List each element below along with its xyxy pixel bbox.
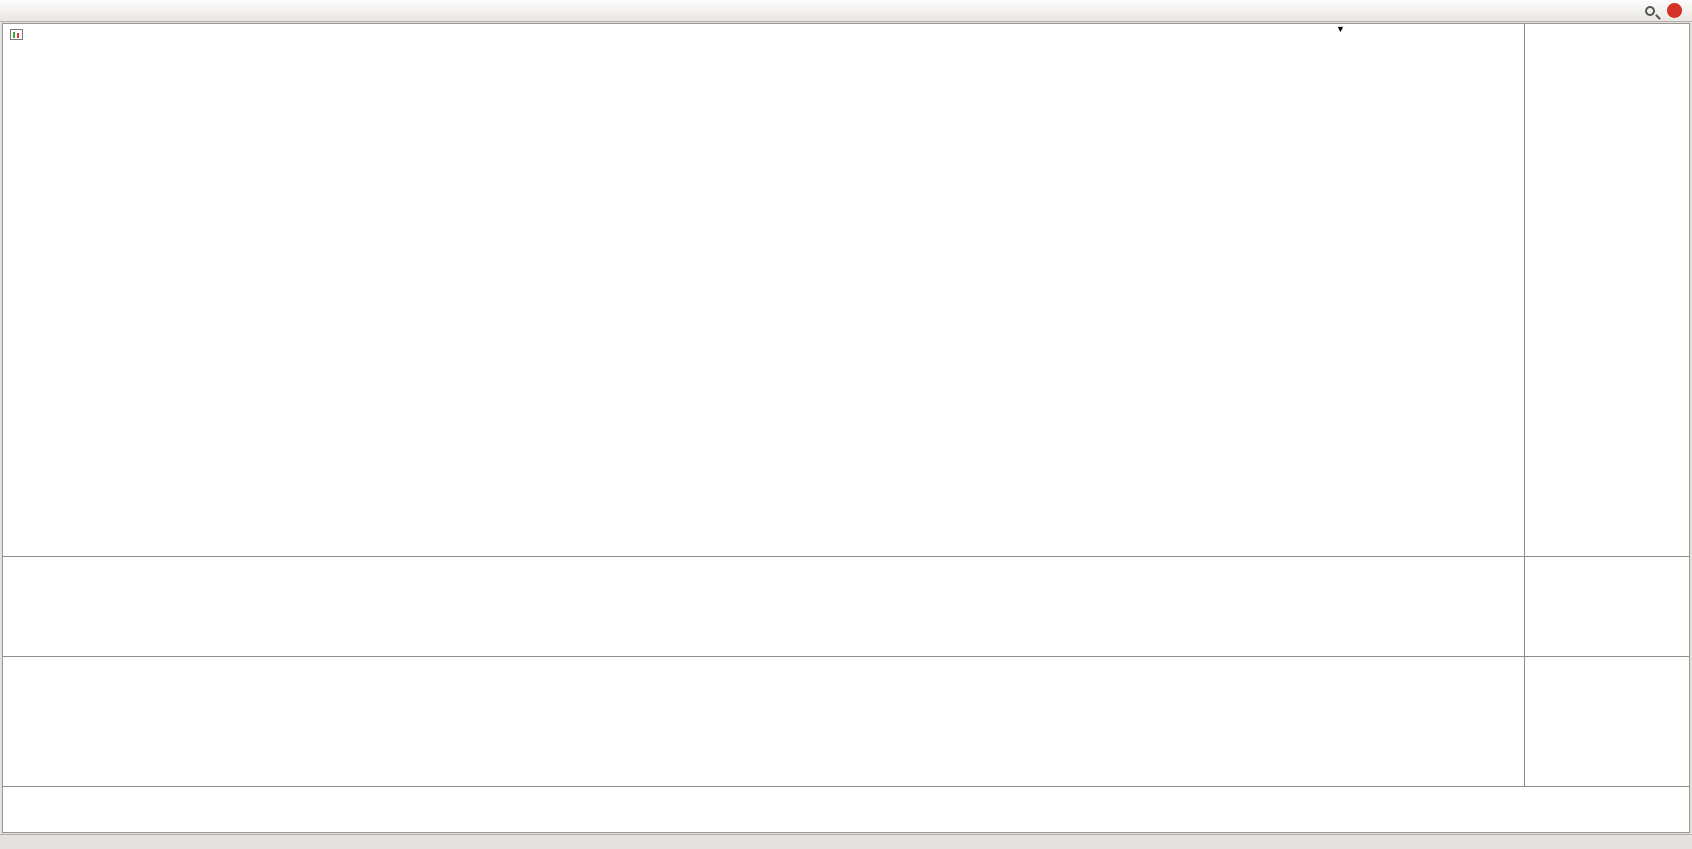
price-chart[interactable]: [3, 24, 1524, 556]
chart-header: [10, 29, 28, 40]
search-button[interactable]: [1640, 1, 1660, 21]
toolbar-right: [1640, 1, 1688, 21]
chart-window: ▼: [2, 23, 1690, 833]
price-axis[interactable]: [1526, 24, 1689, 809]
toolbar: [0, 0, 1692, 22]
panel-divider[interactable]: [3, 656, 1689, 657]
panel-divider[interactable]: [3, 556, 1689, 557]
time-axis[interactable]: [3, 787, 1524, 809]
search-icon: [1645, 5, 1655, 16]
window-bottom-bar: [0, 834, 1692, 849]
macd-panel[interactable]: [3, 556, 1524, 656]
price-axis-border: [1524, 24, 1525, 786]
notification-badge[interactable]: [1667, 3, 1682, 18]
chart-end-marker: ▼: [1336, 24, 1345, 34]
chart-window-icon: [10, 29, 23, 40]
panel-divider[interactable]: [3, 786, 1689, 787]
rsi-panel[interactable]: [3, 656, 1524, 786]
